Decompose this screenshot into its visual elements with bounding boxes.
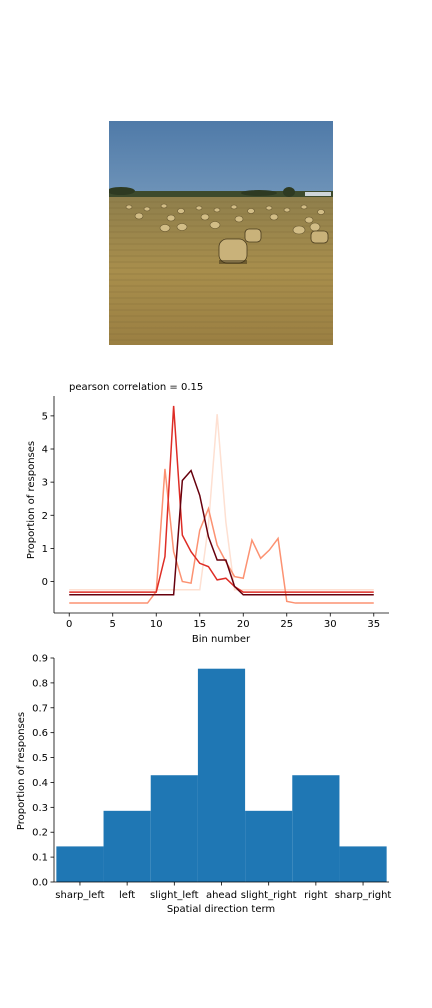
y-tick-label: 0.5 bbox=[32, 753, 48, 764]
y-axis-label: Proportion of responses bbox=[16, 712, 27, 830]
x-tick-label: 0 bbox=[66, 619, 72, 630]
x-axis-label: Spatial direction term bbox=[167, 904, 275, 915]
line-series-group bbox=[69, 405, 374, 604]
chart-title: pearson correlation = 0.15 bbox=[69, 382, 203, 393]
x-tick-label: sharp_right bbox=[335, 890, 392, 901]
y-tick-label: 0 bbox=[42, 577, 48, 588]
y-tick-label: 5 bbox=[42, 411, 48, 422]
y-tick-label: 0.6 bbox=[32, 728, 48, 739]
x-tick-label: 35 bbox=[367, 619, 380, 630]
y-tick-label: 0.4 bbox=[32, 778, 48, 789]
x-tick-label: 5 bbox=[110, 619, 116, 630]
x-tick-label: 15 bbox=[193, 619, 206, 630]
y-tick-label: 3 bbox=[42, 478, 48, 489]
y-tick-label: 0.3 bbox=[32, 803, 48, 814]
x-tick-label: 25 bbox=[280, 619, 293, 630]
line-series-0 bbox=[69, 414, 374, 591]
bar-slight_right bbox=[245, 810, 293, 882]
bar-chart-axes: sharp_left left slight_left ahead slight_rig… bbox=[32, 654, 391, 902]
y-tick-label: 0.0 bbox=[32, 878, 48, 889]
bar-series-group bbox=[56, 668, 387, 882]
line-series-1 bbox=[69, 468, 374, 604]
bar-chart: sharp_left left slight_left ahead slight_rig… bbox=[16, 654, 391, 916]
x-tick-label: 10 bbox=[150, 619, 163, 630]
y-tick-label: 0.9 bbox=[32, 654, 48, 665]
bar-ahead bbox=[197, 668, 246, 882]
bar-slight_left bbox=[150, 775, 198, 882]
bar-right bbox=[292, 775, 340, 882]
x-tick-label: sharp_left bbox=[55, 890, 104, 901]
y-tick-label: 1 bbox=[42, 544, 48, 555]
x-tick-label: ahead bbox=[206, 890, 237, 901]
y-tick-label: 2 bbox=[42, 511, 48, 522]
y-tick-label: 0.8 bbox=[32, 678, 48, 689]
line-chart: pearson correlation = 0.15 0 5 10 15 20 25 30 3… bbox=[26, 382, 389, 645]
y-tick-label: 0.2 bbox=[32, 828, 48, 839]
x-tick-label: slight_right bbox=[241, 890, 297, 901]
bar-left bbox=[103, 810, 151, 882]
bar-sharp_left bbox=[56, 846, 104, 882]
y-tick-label: 0.1 bbox=[32, 853, 48, 864]
hay-field-photo bbox=[109, 121, 333, 345]
line-series-3 bbox=[69, 469, 374, 596]
line-chart-axes: 0 5 10 15 20 25 30 35 0 1 2 3 4 5 bbox=[42, 396, 389, 630]
bar-sharp_right bbox=[339, 846, 387, 882]
y-axis-label: Proportion of responses bbox=[26, 441, 37, 559]
x-tick-label: slight_left bbox=[150, 890, 199, 901]
x-tick-label: 30 bbox=[324, 619, 337, 630]
x-axis-label: Bin number bbox=[192, 634, 251, 645]
y-tick-label: 0.7 bbox=[32, 703, 48, 714]
x-tick-label: 20 bbox=[237, 619, 250, 630]
line-series-2 bbox=[69, 405, 374, 593]
y-tick-label: 4 bbox=[42, 445, 48, 456]
x-tick-label: right bbox=[304, 890, 328, 901]
x-tick-label: left bbox=[119, 890, 135, 901]
